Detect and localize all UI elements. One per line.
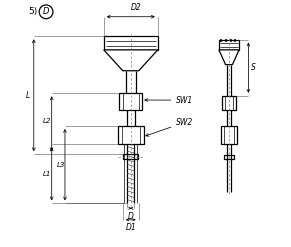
Text: D2: D2	[130, 3, 141, 12]
Bar	[224, 155, 234, 159]
Bar	[104, 36, 158, 50]
Text: S: S	[251, 63, 256, 72]
Text: L3: L3	[56, 162, 65, 168]
Bar	[221, 126, 237, 144]
Text: SW2: SW2	[146, 118, 194, 136]
Polygon shape	[219, 50, 239, 65]
Text: D: D	[128, 212, 134, 221]
Bar	[222, 96, 236, 110]
Text: 5): 5)	[28, 7, 37, 16]
Bar	[219, 40, 239, 50]
Bar	[119, 93, 142, 110]
Text: L2: L2	[43, 118, 52, 124]
Polygon shape	[104, 50, 158, 71]
Text: SW1: SW1	[145, 96, 194, 105]
Text: D: D	[43, 7, 49, 16]
Bar	[118, 126, 144, 144]
Text: D1: D1	[125, 224, 136, 232]
Bar	[123, 154, 138, 159]
Text: L1: L1	[43, 171, 52, 177]
Text: L: L	[26, 91, 31, 100]
